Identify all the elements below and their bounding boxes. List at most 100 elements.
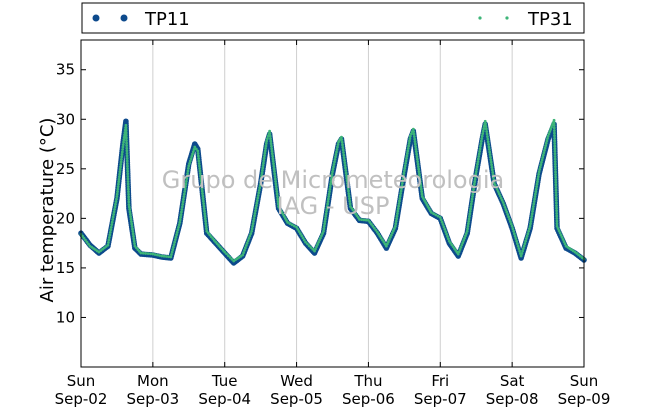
data-point-tp31 xyxy=(259,176,263,180)
data-point-tp31 xyxy=(529,217,533,221)
data-point-tp31 xyxy=(185,174,189,178)
data-point-tp31 xyxy=(492,181,496,185)
data-point-tp31 xyxy=(199,174,202,178)
data-point-tp31 xyxy=(115,192,119,196)
data-point-tp31 xyxy=(125,154,129,158)
data-point-tp31 xyxy=(197,157,201,160)
data-point-tp31 xyxy=(488,150,492,154)
data-point-tp31 xyxy=(345,179,349,183)
data-point-tp31 xyxy=(263,151,267,155)
x-tick-label-day: Thu xyxy=(353,372,382,390)
data-point-tp31 xyxy=(461,241,465,245)
data-point-tp31 xyxy=(274,184,278,188)
data-point-tp31 xyxy=(399,189,403,193)
data-point-tp31 xyxy=(336,143,340,146)
data-point-tp31 xyxy=(459,245,463,249)
data-point-tp31 xyxy=(329,182,333,186)
data-point-tp31 xyxy=(172,243,176,247)
data-point-tp31 xyxy=(543,146,547,150)
data-point-tp31 xyxy=(198,172,202,175)
legend-marker-tp11-b xyxy=(120,14,128,22)
data-point-tp31 xyxy=(201,194,205,198)
data-point-tp31 xyxy=(506,213,510,216)
data-point-tp31 xyxy=(260,171,264,175)
data-point-tp31 xyxy=(558,231,562,235)
data-point-tp31 xyxy=(552,121,556,125)
data-point-tp31 xyxy=(182,195,186,199)
data-point-tp31 xyxy=(251,224,255,228)
data-point-tp31 xyxy=(555,209,559,213)
data-point-tp31 xyxy=(332,165,335,169)
data-point-tp31 xyxy=(554,175,558,179)
data-point-tp31 xyxy=(111,218,115,221)
x-axis: SunSep-02MonSep-03TueSep-04WedSep-05ThuS… xyxy=(55,40,610,408)
x-tick-label-day: Sat xyxy=(500,372,525,390)
data-point-tp31 xyxy=(523,242,527,246)
data-point-tp31 xyxy=(271,159,275,163)
data-point-tp31 xyxy=(249,232,253,236)
data-point-tp31 xyxy=(181,202,185,206)
data-point-tp31 xyxy=(524,237,528,241)
data-point-tp31 xyxy=(252,219,255,223)
data-point-tp31 xyxy=(536,180,539,184)
data-point-tp31 xyxy=(509,222,513,226)
data-point-tp31 xyxy=(201,199,205,203)
data-point-tp31 xyxy=(400,187,403,190)
data-point-tp31 xyxy=(562,240,566,244)
data-point-tp31 xyxy=(402,171,406,175)
data-point-tp31 xyxy=(555,214,559,218)
data-point-tp31 xyxy=(483,119,487,123)
data-point-tp31 xyxy=(474,170,478,174)
data-point-tp31 xyxy=(173,238,177,242)
data-point-tp31 xyxy=(271,154,275,158)
data-point-tp31 xyxy=(555,219,559,223)
data-point-tp31 xyxy=(555,217,559,220)
data-point-tp31 xyxy=(125,159,129,163)
data-point-tp31 xyxy=(204,222,208,226)
data-point-tp31 xyxy=(323,219,327,223)
data-point-tp31 xyxy=(132,239,136,243)
data-point-tp31 xyxy=(120,158,123,161)
data-point-tp31 xyxy=(110,223,114,227)
data-point-tp31 xyxy=(174,235,178,239)
data-point-tp31 xyxy=(473,177,477,181)
data-point-tp31 xyxy=(463,236,466,240)
data-point-tp31 xyxy=(199,179,203,183)
data-point-tp31 xyxy=(125,139,128,142)
data-point-tp31 xyxy=(396,212,399,216)
data-point-tp31 xyxy=(131,227,134,231)
data-point-tp31 xyxy=(128,212,132,216)
data-point-tp31 xyxy=(331,167,335,171)
data-point-tp31 xyxy=(486,140,490,144)
data-point-tp31 xyxy=(186,172,189,175)
data-point-tp31 xyxy=(223,250,227,254)
data-point-tp31 xyxy=(276,200,280,203)
data-point-tp31 xyxy=(393,224,397,228)
data-point-tp31 xyxy=(416,162,420,166)
data-point-tp31 xyxy=(491,173,495,177)
data-point-tp31 xyxy=(553,155,557,158)
data-point-tp31 xyxy=(179,215,183,219)
data-point-tp31 xyxy=(110,220,114,224)
data-point-tp31 xyxy=(115,195,119,198)
data-point-tp31 xyxy=(398,194,402,198)
data-point-tp31 xyxy=(513,234,517,238)
data-point-tp31 xyxy=(552,129,556,133)
data-point-tp31 xyxy=(502,203,506,207)
data-point-tp31 xyxy=(555,222,559,226)
data-point-tp31 xyxy=(414,145,418,149)
data-point-tp31 xyxy=(458,248,462,251)
data-point-tp31 xyxy=(476,160,480,164)
data-point-tp31 xyxy=(257,188,261,192)
data-point-tp31 xyxy=(534,187,538,191)
data-point-tp31 xyxy=(504,208,508,212)
data-point-tp31 xyxy=(343,158,346,162)
data-point-tp31 xyxy=(119,162,123,166)
data-point-tp31 xyxy=(553,152,557,156)
data-point-tp31 xyxy=(548,130,552,133)
data-point-tp31 xyxy=(442,225,446,229)
data-point-tp31 xyxy=(480,134,484,138)
data-point-tp31 xyxy=(347,192,351,196)
data-point-tp31 xyxy=(118,170,122,174)
data-point-tp31 xyxy=(299,232,302,236)
